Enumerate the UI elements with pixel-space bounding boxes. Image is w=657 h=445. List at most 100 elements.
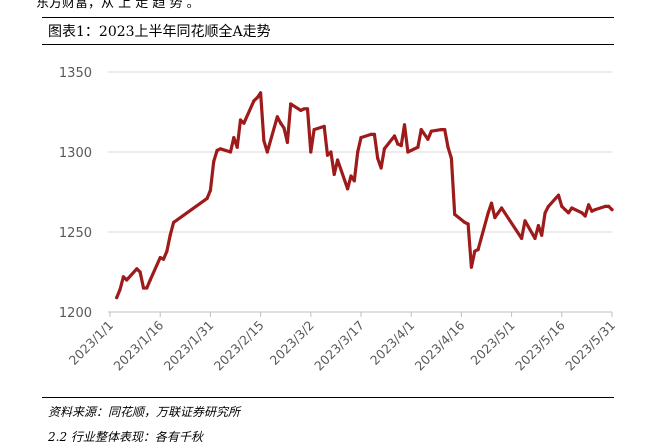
data-point (255, 96, 259, 100)
x-tick-label: 2023/4/16 (412, 317, 468, 373)
data-point (259, 91, 263, 95)
data-point (382, 147, 386, 151)
data-point (446, 145, 450, 149)
data-point (232, 136, 236, 140)
data-point (603, 204, 607, 208)
data-point (265, 150, 269, 154)
y-tick-label: 1250 (59, 226, 92, 241)
data-point (218, 147, 222, 151)
data-point (439, 128, 443, 132)
data-point (580, 211, 584, 215)
y-tick-label: 1300 (59, 146, 92, 161)
data-point (352, 179, 356, 183)
data-point (607, 204, 611, 208)
figure-title: 图表1：2023上半年同花顺全A走势 (48, 24, 271, 40)
data-point (228, 150, 233, 154)
data-point (473, 249, 477, 253)
source-rule (42, 397, 614, 398)
data-point (309, 150, 313, 154)
x-tick-label: 2023/5/16 (512, 317, 568, 373)
data-point (282, 126, 286, 130)
data-point (540, 233, 544, 237)
data-point (570, 206, 574, 210)
data-point (346, 187, 350, 191)
data-point (158, 256, 162, 260)
data-point (392, 134, 397, 138)
data-point (238, 118, 243, 122)
data-point (145, 286, 149, 290)
data-point (587, 203, 591, 207)
data-point (336, 158, 340, 162)
data-point (476, 248, 480, 252)
data-point (443, 128, 447, 132)
data-point (118, 288, 122, 292)
data-point (332, 172, 336, 176)
x-tick-label: 2023/1/31 (161, 318, 217, 374)
data-point (416, 145, 420, 149)
data-point (305, 107, 310, 111)
data-point (161, 257, 166, 261)
data-point (463, 220, 467, 224)
data-point (359, 136, 363, 140)
data-point (466, 222, 470, 226)
data-point (399, 144, 403, 148)
data-point (165, 249, 169, 253)
x-tick-label: 2023/5/1 (467, 318, 517, 368)
data-point (379, 166, 383, 170)
data-point (496, 211, 500, 215)
data-point (453, 212, 457, 216)
y-tick-label: 1350 (59, 66, 92, 81)
data-point (215, 148, 219, 152)
data-point (500, 206, 504, 210)
data-point (252, 99, 256, 103)
data-point (208, 188, 212, 192)
data-point (376, 156, 380, 160)
data-point (138, 270, 142, 274)
y-axis-ticks: 1200 1250 1300 1350 (59, 66, 92, 321)
x-tick-label: 2023/2/15 (211, 318, 267, 374)
data-point (115, 296, 119, 300)
data-point (546, 204, 551, 208)
data-point (563, 208, 567, 212)
title-rule (42, 44, 614, 45)
data-point (235, 145, 239, 149)
data-point (312, 128, 316, 132)
data-point (533, 236, 537, 240)
data-point (566, 211, 571, 215)
data-point (520, 236, 524, 240)
data-point (406, 150, 410, 154)
x-tick-label: 2023/1/1 (66, 318, 116, 368)
data-point (543, 211, 547, 215)
index-series-line (115, 91, 614, 300)
data-point (172, 220, 176, 224)
data-point (426, 137, 430, 141)
source-note: 资料来源：同花顺，万联证券研究所 (48, 405, 241, 419)
data-point (610, 208, 614, 212)
y-tick-label: 1200 (59, 306, 92, 321)
data-point (523, 219, 527, 223)
data-point (121, 275, 125, 279)
data-point (205, 196, 209, 200)
data-point (489, 201, 494, 205)
x-tick-label: 2023/1/16 (110, 317, 166, 373)
data-point (449, 156, 453, 160)
data-point (583, 214, 587, 218)
data-point (279, 121, 283, 125)
data-point (135, 267, 139, 271)
data-point (469, 265, 473, 269)
data-point (396, 142, 400, 146)
x-tick-label: 2023/3/2 (267, 318, 317, 368)
data-point (560, 204, 564, 208)
data-point (369, 132, 373, 136)
data-point (402, 123, 407, 127)
data-point (289, 102, 293, 106)
data-point (349, 174, 353, 178)
gridlines (108, 71, 612, 313)
data-point (212, 160, 216, 164)
data-point (275, 115, 279, 119)
data-point (493, 216, 497, 220)
series-points (115, 91, 614, 300)
data-point (372, 132, 376, 136)
